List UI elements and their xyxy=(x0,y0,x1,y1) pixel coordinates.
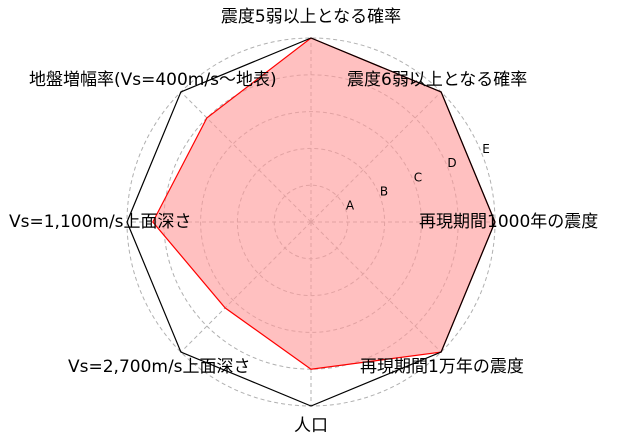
radar-scale-ticks: A B C D E xyxy=(346,142,490,212)
radar-axis-labels: 震度5弱以上となる確率震度6弱以上となる確率再現期間1000年の震度再現期間1万… xyxy=(9,7,598,436)
outer-frame xyxy=(126,37,496,407)
scale-tick-label: D xyxy=(447,156,456,170)
scale-tick-label: B xyxy=(380,184,388,198)
radar-outline xyxy=(126,37,496,407)
scale-tick-label: A xyxy=(346,198,355,212)
axis-label: 再現期間1万年の震度 xyxy=(360,357,524,377)
axis-label: 人口 xyxy=(294,416,328,436)
axis-label: 震度5弱以上となる確率 xyxy=(221,7,401,27)
scale-tick-label: C xyxy=(414,170,422,184)
axis-label: Vs=1,100m/s上面深さ xyxy=(9,212,192,232)
axis-label: 震度6弱以上となる確率 xyxy=(347,70,527,90)
axis-label: 地盤増幅率(Vs=400m/s～地表) xyxy=(29,70,277,90)
axis-label: Vs=2,700m/s上面深さ xyxy=(68,357,251,377)
scale-tick-label: E xyxy=(482,142,490,156)
axis-label: 再現期間1000年の震度 xyxy=(419,212,598,232)
